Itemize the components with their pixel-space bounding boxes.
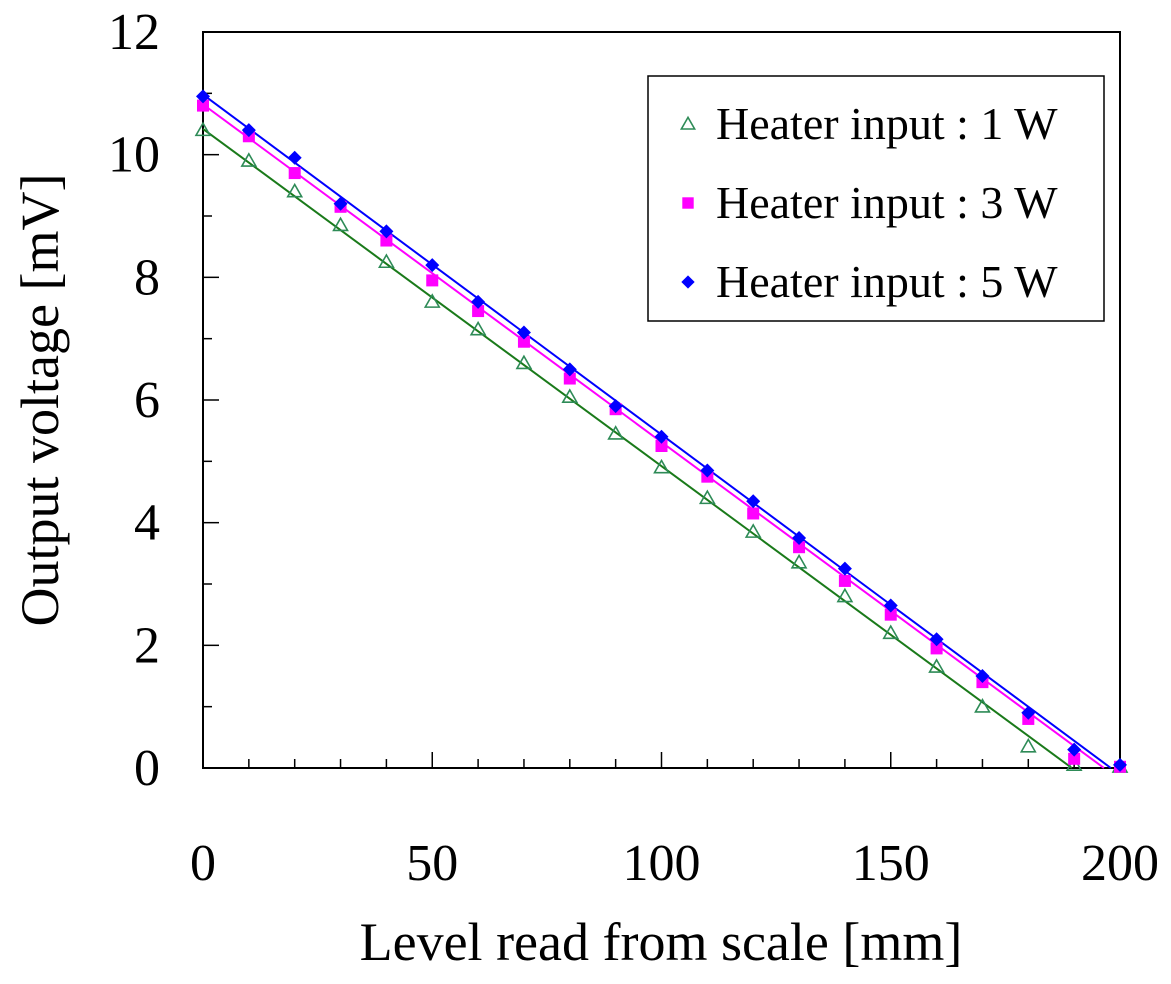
- point-heater-input-1-w: [882, 624, 900, 640]
- y-tick-label: 2: [134, 617, 160, 674]
- fit-line-heater-input-3-w: [202, 103, 1105, 769]
- x-axis-title: Level read from scale [mm]: [360, 912, 963, 972]
- fit-lines: [202, 93, 1112, 769]
- point-heater-input-1-w: [561, 388, 579, 403]
- point-heater-input-5-w: [333, 196, 348, 211]
- point-heater-input-5-w: [196, 89, 210, 104]
- point-heater-input-3-w: [472, 305, 485, 318]
- y-tick-label: 10: [108, 127, 160, 184]
- y-tick-label: 8: [134, 249, 160, 306]
- point-heater-input-5-w: [929, 632, 944, 647]
- legend-label-5w: Heater input : 5 W: [716, 256, 1058, 307]
- point-heater-input-3-w: [380, 234, 393, 247]
- point-heater-input-5-w: [837, 561, 852, 576]
- point-heater-input-1-w: [469, 320, 487, 336]
- point-heater-input-5-w: [425, 258, 440, 273]
- point-heater-input-3-w: [884, 608, 897, 621]
- point-heater-input-3-w: [747, 507, 760, 520]
- data-markers: [194, 89, 1129, 773]
- y-tick-label: 12: [108, 4, 160, 61]
- y-tick-label: 6: [134, 372, 160, 429]
- legend-markers: [679, 115, 697, 289]
- point-heater-input-1-w: [515, 354, 533, 370]
- point-heater-input-3-w: [793, 541, 806, 554]
- point-heater-input-1-w: [240, 152, 258, 167]
- point-heater-input-1-w: [378, 253, 395, 269]
- legend-marker-heater-input-3-w: [682, 197, 694, 209]
- point-heater-input-5-w: [883, 598, 898, 613]
- point-heater-input-5-w: [1021, 705, 1036, 720]
- fit-line-heater-input-5-w: [202, 93, 1112, 769]
- legend-label-1w: Heater input : 1 W: [716, 98, 1058, 149]
- point-heater-input-1-w: [607, 425, 625, 440]
- point-heater-input-3-w: [288, 167, 301, 180]
- legend-marker-heater-input-5-w: [681, 275, 695, 289]
- point-heater-input-1-w: [653, 458, 670, 474]
- point-heater-input-5-w: [1113, 757, 1127, 772]
- point-heater-input-5-w: [379, 224, 394, 239]
- legend-box: [647, 75, 1105, 322]
- point-heater-input-1-w: [744, 523, 762, 538]
- point-heater-input-5-w: [516, 325, 531, 340]
- point-heater-input-5-w: [608, 399, 623, 414]
- legend-label-3w: Heater input : 3 W: [716, 177, 1058, 228]
- point-heater-input-1-w: [974, 698, 991, 713]
- x-tick-label: 0: [190, 835, 216, 892]
- fit-line-heater-input-1-w: [202, 128, 1073, 769]
- x-tick-label: 100: [623, 835, 701, 892]
- point-heater-input-1-w: [698, 489, 716, 505]
- point-heater-input-1-w: [790, 553, 808, 569]
- tick-labels: 0 50 100 150 200 0 2 4 6 8 10 12: [108, 4, 1159, 892]
- point-heater-input-3-w: [517, 335, 530, 348]
- y-axis-title: Output voltage [mV]: [10, 174, 70, 627]
- x-tick-label: 50: [406, 835, 458, 892]
- point-heater-input-3-w: [426, 274, 439, 287]
- point-heater-input-1-w: [836, 587, 854, 603]
- point-heater-input-3-w: [930, 642, 943, 655]
- legend: Heater input : 1 W Heater input : 3 W He…: [647, 75, 1105, 322]
- point-heater-input-3-w: [197, 99, 209, 112]
- point-heater-input-3-w: [838, 574, 851, 587]
- x-tick-label: 150: [852, 835, 930, 892]
- y-tick-label: 0: [134, 740, 160, 797]
- point-heater-input-3-w: [655, 440, 668, 452]
- point-heater-input-1-w: [928, 658, 945, 673]
- point-heater-input-1-w: [194, 121, 212, 137]
- point-heater-input-5-w: [700, 463, 715, 478]
- point-heater-input-5-w: [562, 362, 577, 377]
- y-tick-label: 4: [134, 495, 160, 552]
- point-heater-input-5-w: [1067, 742, 1082, 757]
- point-heater-input-5-w: [241, 123, 256, 138]
- point-heater-input-3-w: [563, 372, 576, 385]
- point-heater-input-3-w: [1068, 752, 1081, 765]
- point-heater-input-5-w: [746, 494, 761, 509]
- point-heater-input-5-w: [975, 669, 990, 683]
- point-heater-input-5-w: [654, 429, 669, 444]
- point-heater-input-1-w: [423, 293, 441, 308]
- point-heater-input-1-w: [332, 216, 349, 232]
- point-heater-input-1-w: [1019, 737, 1037, 753]
- x-tick-label: 200: [1081, 835, 1159, 892]
- point-heater-input-5-w: [471, 294, 486, 309]
- legend-marker-heater-input-1-w: [679, 115, 697, 130]
- point-heater-input-1-w: [286, 182, 304, 198]
- point-heater-input-5-w: [792, 531, 807, 545]
- point-heater-input-5-w: [287, 150, 302, 165]
